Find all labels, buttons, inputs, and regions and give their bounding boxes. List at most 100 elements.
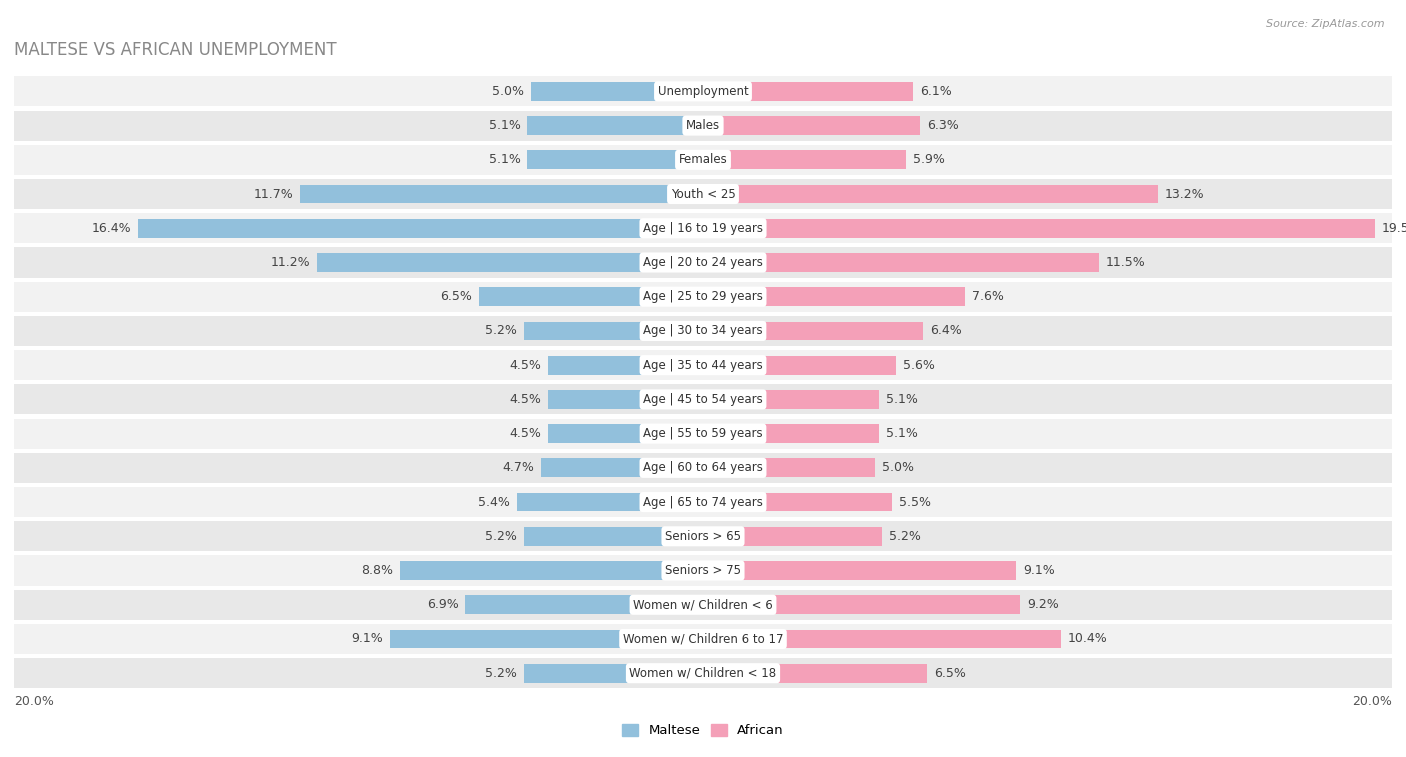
Bar	[524, 664, 703, 683]
Bar	[14, 76, 1392, 107]
Bar	[548, 390, 703, 409]
Text: 4.5%: 4.5%	[509, 359, 541, 372]
Bar	[703, 664, 927, 683]
Text: 6.4%: 6.4%	[931, 325, 962, 338]
Text: Age | 16 to 19 years: Age | 16 to 19 years	[643, 222, 763, 235]
Text: 5.2%: 5.2%	[485, 325, 517, 338]
Bar	[531, 82, 703, 101]
Bar	[527, 151, 703, 170]
Text: 5.9%: 5.9%	[912, 154, 945, 167]
Legend: Maltese, African: Maltese, African	[617, 718, 789, 743]
Bar	[703, 185, 1157, 204]
Text: Age | 35 to 44 years: Age | 35 to 44 years	[643, 359, 763, 372]
Text: 20.0%: 20.0%	[1353, 695, 1392, 708]
Bar	[703, 116, 920, 135]
Text: 10.4%: 10.4%	[1069, 633, 1108, 646]
Text: 5.1%: 5.1%	[488, 154, 520, 167]
Text: 6.1%: 6.1%	[920, 85, 952, 98]
Bar	[703, 561, 1017, 580]
Bar	[318, 253, 703, 272]
Bar	[14, 624, 1392, 654]
Text: 6.9%: 6.9%	[426, 598, 458, 611]
Bar	[14, 213, 1392, 243]
Bar	[703, 527, 882, 546]
Bar	[479, 288, 703, 306]
Text: 5.1%: 5.1%	[886, 393, 918, 406]
Bar	[517, 493, 703, 512]
Text: 5.2%: 5.2%	[485, 667, 517, 680]
Text: 5.6%: 5.6%	[903, 359, 935, 372]
Text: Seniors > 65: Seniors > 65	[665, 530, 741, 543]
Text: 5.5%: 5.5%	[900, 496, 931, 509]
Text: 4.5%: 4.5%	[509, 393, 541, 406]
Bar	[703, 459, 875, 477]
Bar	[703, 82, 912, 101]
Bar	[399, 561, 703, 580]
Bar	[14, 385, 1392, 415]
Bar	[14, 350, 1392, 380]
Bar	[14, 453, 1392, 483]
Bar	[548, 424, 703, 443]
Bar	[703, 630, 1062, 649]
Bar	[524, 527, 703, 546]
Bar	[703, 424, 879, 443]
Text: 6.5%: 6.5%	[440, 290, 472, 304]
Text: Age | 25 to 29 years: Age | 25 to 29 years	[643, 290, 763, 304]
Text: Males: Males	[686, 119, 720, 132]
Text: 7.6%: 7.6%	[972, 290, 1004, 304]
Text: 5.0%: 5.0%	[882, 461, 914, 475]
Text: 13.2%: 13.2%	[1164, 188, 1204, 201]
Text: Age | 65 to 74 years: Age | 65 to 74 years	[643, 496, 763, 509]
Text: 16.4%: 16.4%	[91, 222, 131, 235]
Bar	[703, 493, 893, 512]
Text: 9.1%: 9.1%	[352, 633, 382, 646]
Text: 5.0%: 5.0%	[492, 85, 524, 98]
Bar	[14, 111, 1392, 141]
Bar	[14, 248, 1392, 278]
Text: MALTESE VS AFRICAN UNEMPLOYMENT: MALTESE VS AFRICAN UNEMPLOYMENT	[14, 41, 336, 59]
Bar	[14, 282, 1392, 312]
Text: Age | 30 to 34 years: Age | 30 to 34 years	[643, 325, 763, 338]
Text: Age | 45 to 54 years: Age | 45 to 54 years	[643, 393, 763, 406]
Text: Unemployment: Unemployment	[658, 85, 748, 98]
Text: 11.2%: 11.2%	[271, 256, 311, 269]
Text: 6.5%: 6.5%	[934, 667, 966, 680]
Bar	[703, 151, 907, 170]
Text: Females: Females	[679, 154, 727, 167]
Text: 5.2%: 5.2%	[485, 530, 517, 543]
Text: 5.1%: 5.1%	[886, 427, 918, 440]
Bar	[465, 595, 703, 614]
Text: 20.0%: 20.0%	[14, 695, 53, 708]
Bar	[14, 487, 1392, 517]
Bar	[14, 522, 1392, 551]
Bar	[14, 179, 1392, 209]
Bar	[541, 459, 703, 477]
Text: Source: ZipAtlas.com: Source: ZipAtlas.com	[1267, 19, 1385, 29]
Text: 11.7%: 11.7%	[253, 188, 292, 201]
Bar	[14, 316, 1392, 346]
Text: Age | 60 to 64 years: Age | 60 to 64 years	[643, 461, 763, 475]
Bar	[14, 658, 1392, 688]
Text: 4.5%: 4.5%	[509, 427, 541, 440]
Bar	[703, 253, 1099, 272]
Bar	[703, 390, 879, 409]
Text: Seniors > 75: Seniors > 75	[665, 564, 741, 577]
Text: 8.8%: 8.8%	[361, 564, 392, 577]
Bar	[14, 145, 1392, 175]
Bar	[14, 590, 1392, 620]
Bar	[138, 219, 703, 238]
Bar	[703, 322, 924, 341]
Text: 4.7%: 4.7%	[502, 461, 534, 475]
Bar	[14, 419, 1392, 449]
Bar	[389, 630, 703, 649]
Text: Women w/ Children < 6: Women w/ Children < 6	[633, 598, 773, 611]
Text: 5.2%: 5.2%	[889, 530, 921, 543]
Text: 5.4%: 5.4%	[478, 496, 510, 509]
Text: Age | 55 to 59 years: Age | 55 to 59 years	[643, 427, 763, 440]
Text: 5.1%: 5.1%	[488, 119, 520, 132]
Bar	[703, 356, 896, 375]
Bar	[524, 322, 703, 341]
Text: Women w/ Children 6 to 17: Women w/ Children 6 to 17	[623, 633, 783, 646]
Bar	[703, 219, 1375, 238]
Text: 11.5%: 11.5%	[1107, 256, 1146, 269]
